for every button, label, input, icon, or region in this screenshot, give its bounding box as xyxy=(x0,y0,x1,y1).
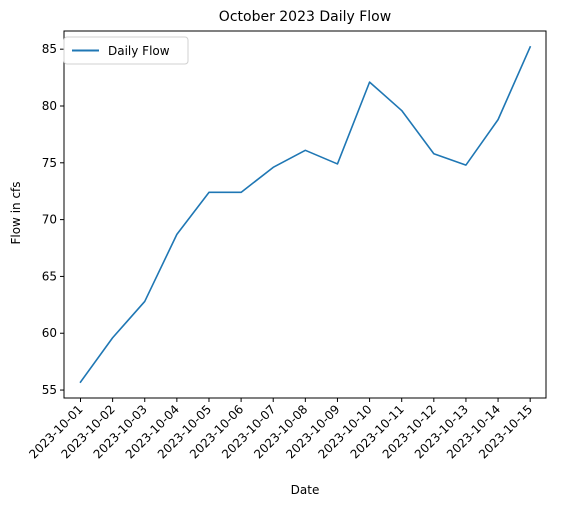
plot-frame xyxy=(63,30,547,399)
y-tick-label: 55 xyxy=(42,383,57,397)
x-axis-label: Date xyxy=(291,483,320,497)
y-tick-label: 75 xyxy=(42,156,57,170)
x-axis: 2023-10-012023-10-022023-10-032023-10-04… xyxy=(26,398,535,461)
series-line-0 xyxy=(79,45,532,384)
legend-label: Daily Flow xyxy=(108,44,170,58)
legend-box xyxy=(63,36,189,65)
series-group xyxy=(79,45,532,384)
y-tick-label: 70 xyxy=(42,213,57,227)
plot-area xyxy=(63,30,547,399)
chart-title: October 2023 Daily Flow xyxy=(219,9,391,25)
y-tick-label: 60 xyxy=(42,326,57,340)
y-tick-label: 80 xyxy=(42,99,57,113)
y-tick-label: 85 xyxy=(42,42,57,56)
legend: Daily Flow xyxy=(63,36,189,65)
y-tick-label: 65 xyxy=(42,269,57,283)
y-axis: 55 60 65 70 75 80 85 xyxy=(42,42,64,397)
y-axis-label: Flow in cfs xyxy=(9,181,23,244)
